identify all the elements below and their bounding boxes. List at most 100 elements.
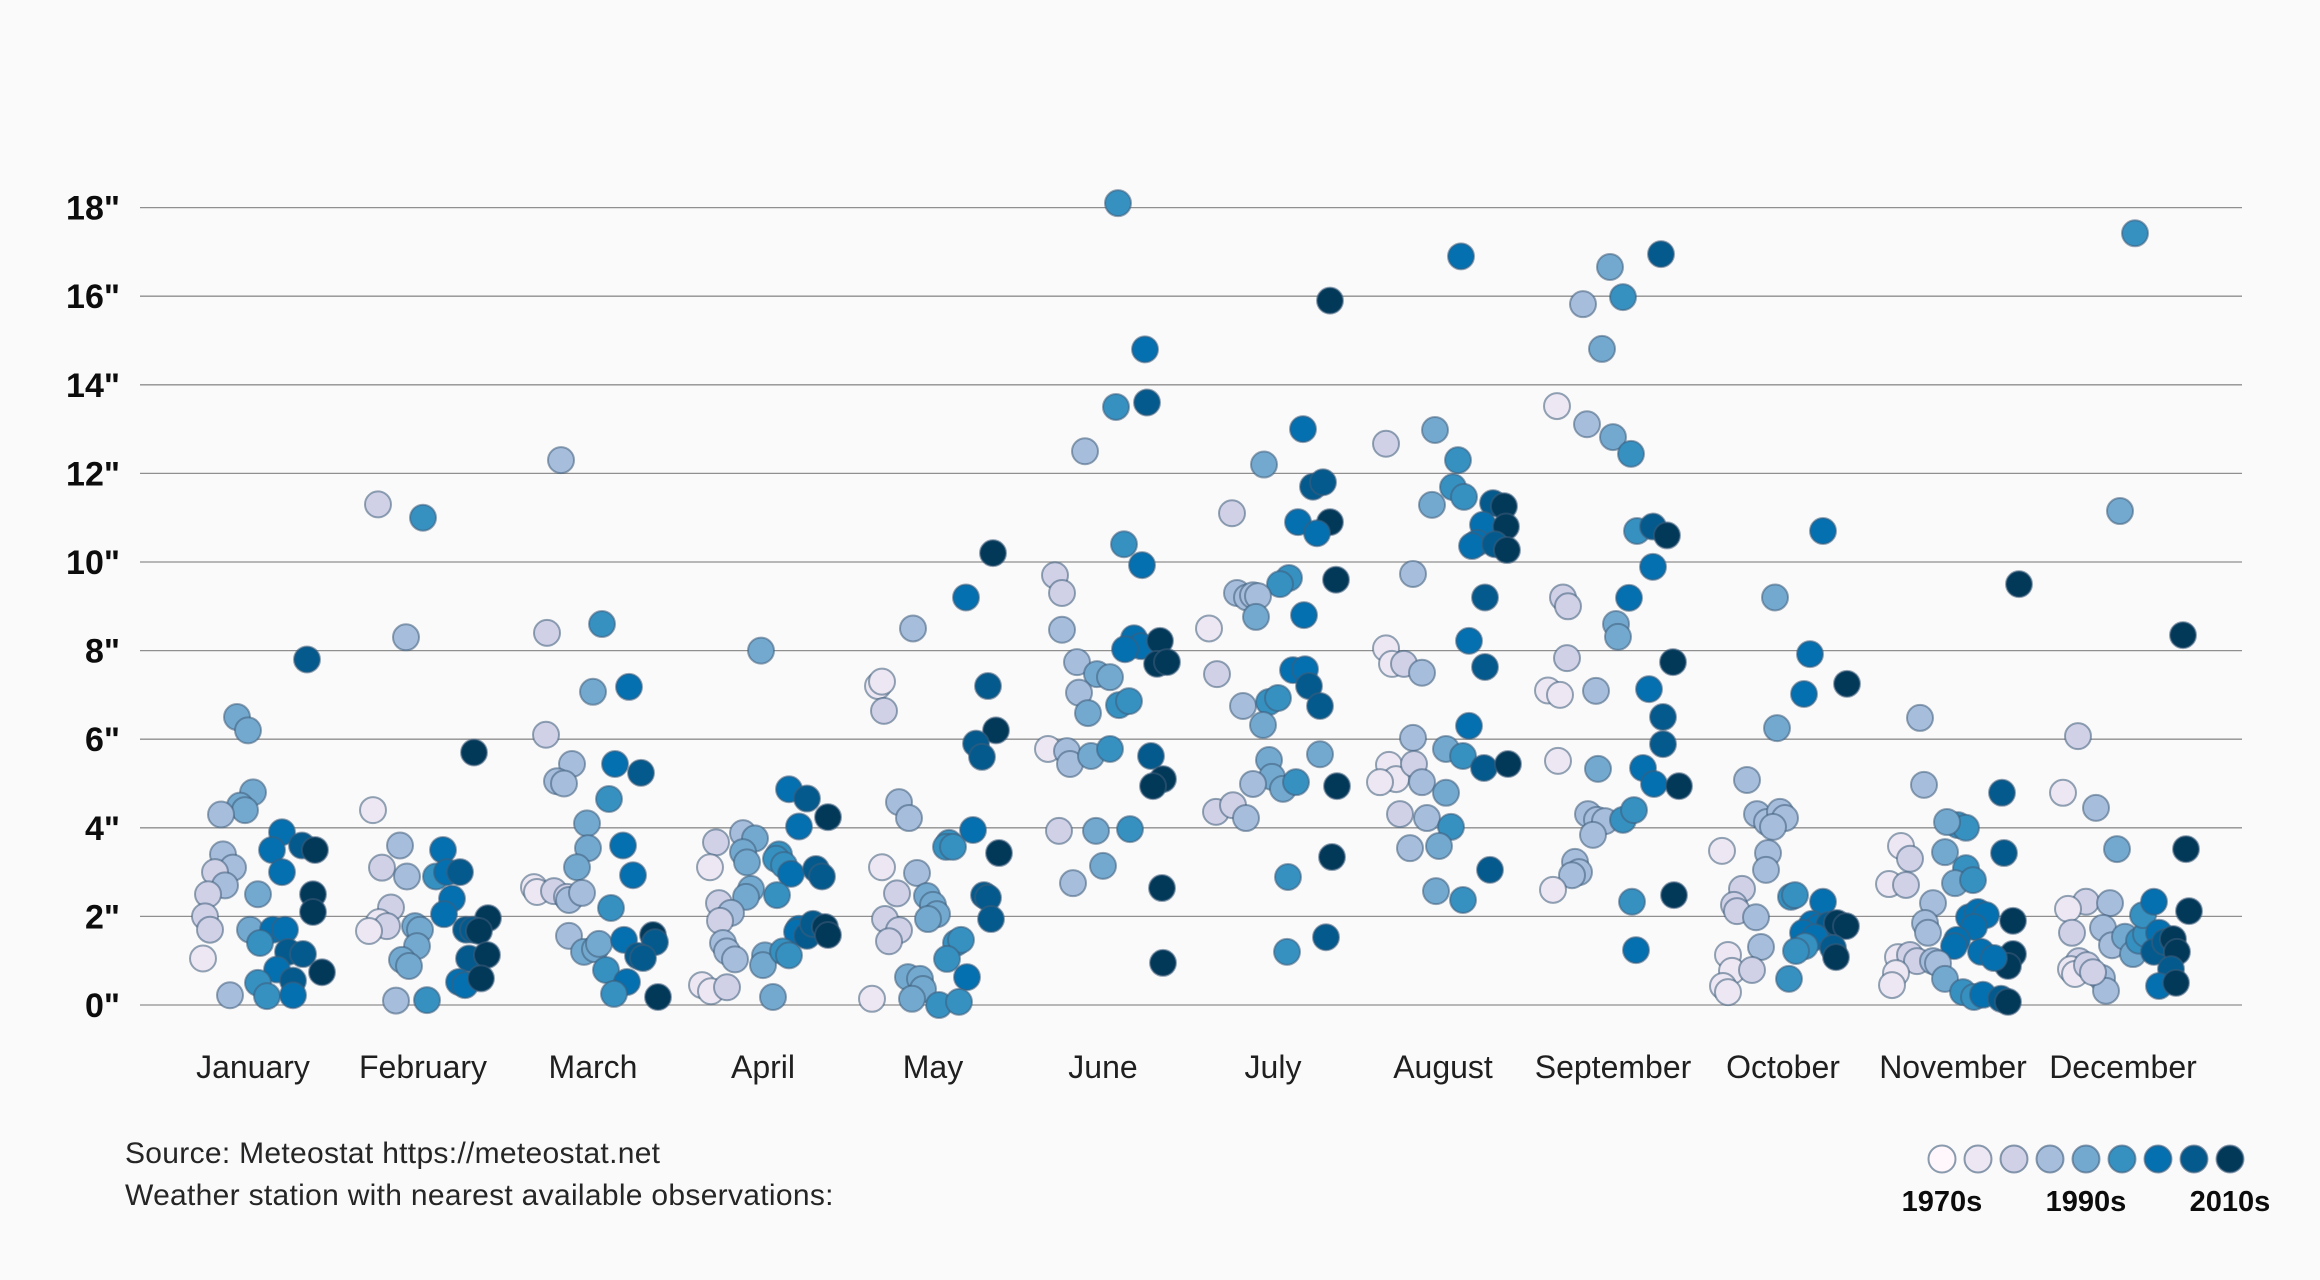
data-point xyxy=(600,979,628,1008)
data-point xyxy=(1104,189,1132,218)
data-point xyxy=(1604,622,1632,651)
data-point xyxy=(977,905,1005,934)
data-point xyxy=(733,848,761,877)
data-point xyxy=(898,984,926,1013)
data-point xyxy=(1733,765,1761,794)
data-point xyxy=(1553,644,1581,673)
data-point xyxy=(2162,968,2190,997)
source-line-1: Source: Meteostat https://meteostat.net xyxy=(125,1137,661,1170)
data-point xyxy=(1615,583,1643,612)
data-point xyxy=(1316,286,1344,315)
data-point xyxy=(1763,714,1791,743)
data-point xyxy=(1089,851,1117,880)
data-point xyxy=(1249,711,1277,740)
data-point xyxy=(446,858,474,887)
data-point xyxy=(1588,334,1616,363)
data-point xyxy=(702,828,730,857)
data-point xyxy=(1116,815,1144,844)
data-point xyxy=(1111,635,1139,664)
data-point xyxy=(1558,861,1586,890)
data-point xyxy=(1274,862,1302,891)
data-point xyxy=(627,758,655,787)
month-label-may: May xyxy=(903,1049,963,1085)
data-point xyxy=(2103,835,2131,864)
data-point xyxy=(1048,615,1076,644)
month-label-april: April xyxy=(731,1049,795,1085)
data-point xyxy=(1833,669,1861,698)
data-point xyxy=(1832,912,1860,941)
data-point xyxy=(409,503,437,532)
data-point xyxy=(644,983,672,1012)
data-point xyxy=(914,905,942,934)
data-point xyxy=(532,720,560,749)
data-point xyxy=(858,984,886,1013)
data-point xyxy=(547,446,575,475)
data-point xyxy=(1959,866,1987,895)
data-point xyxy=(1306,691,1334,720)
data-point xyxy=(1752,855,1780,884)
data-point xyxy=(1372,429,1400,458)
data-point xyxy=(953,963,981,992)
data-point xyxy=(1218,499,1246,528)
month-label-september: September xyxy=(1535,1049,1692,1085)
data-point xyxy=(713,973,741,1002)
data-point xyxy=(1250,450,1278,479)
data-point xyxy=(1639,552,1667,581)
data-point xyxy=(1790,680,1818,709)
data-point xyxy=(359,796,387,825)
data-point xyxy=(1647,240,1675,269)
data-point xyxy=(2175,897,2203,926)
data-point xyxy=(2058,918,2086,947)
data-point xyxy=(189,944,217,973)
data-point xyxy=(895,804,923,833)
data-point xyxy=(1775,964,1803,993)
data-point xyxy=(1714,978,1742,1007)
data-point xyxy=(1408,768,1436,797)
data-point xyxy=(196,915,224,944)
data-point xyxy=(1493,536,1521,565)
data-point xyxy=(1045,816,1073,845)
data-point xyxy=(1059,869,1087,898)
data-point xyxy=(2172,835,2200,864)
data-point xyxy=(1579,820,1607,849)
data-point xyxy=(933,944,961,973)
data-point xyxy=(1229,691,1257,720)
data-point xyxy=(473,940,501,969)
data-point xyxy=(903,858,931,887)
data-point xyxy=(868,667,896,696)
data-point xyxy=(2005,570,2033,599)
data-point xyxy=(368,853,396,882)
data-point xyxy=(1366,768,1394,797)
data-point xyxy=(785,812,813,841)
data-point xyxy=(1609,283,1637,312)
data-point xyxy=(747,636,775,665)
data-point xyxy=(1781,881,1809,910)
y-tick-label: 18" xyxy=(66,190,120,228)
data-point xyxy=(1759,812,1787,841)
data-point xyxy=(1896,844,1924,873)
data-point xyxy=(392,623,420,652)
data-point xyxy=(721,945,749,974)
data-point xyxy=(609,831,637,860)
data-point xyxy=(1649,703,1677,732)
data-point xyxy=(1303,519,1331,548)
y-tick-label: 6" xyxy=(85,721,120,759)
data-point xyxy=(1471,583,1499,612)
data-point xyxy=(1115,687,1143,716)
data-point xyxy=(2169,621,2197,650)
data-point xyxy=(1584,754,1612,783)
legend-swatch-icon xyxy=(2215,1144,2245,1174)
data-point xyxy=(615,672,643,701)
data-point xyxy=(1128,551,1156,580)
data-point xyxy=(1266,570,1294,599)
data-point xyxy=(386,831,414,860)
data-point xyxy=(619,861,647,890)
data-point xyxy=(1399,723,1427,752)
data-point xyxy=(207,800,235,829)
month-label-december: December xyxy=(2049,1049,2197,1085)
data-point xyxy=(588,610,616,639)
data-point xyxy=(1910,770,1938,799)
legend-swatch-icon xyxy=(2071,1144,2101,1174)
data-point xyxy=(395,952,423,981)
data-point xyxy=(1131,335,1159,364)
